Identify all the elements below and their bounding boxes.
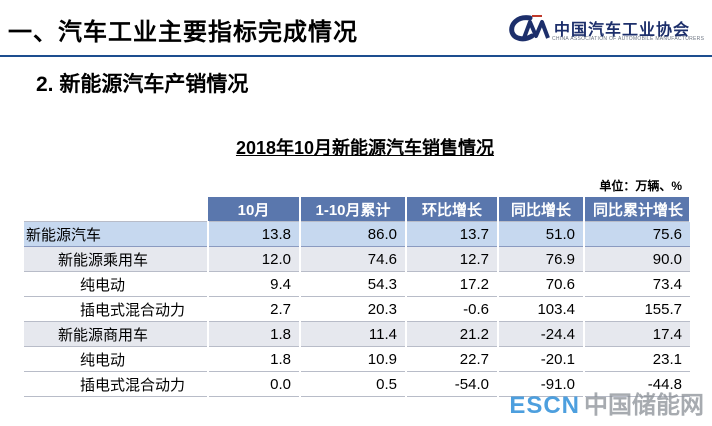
- table-row: 纯电动 1.8 10.9 22.7 -20.1 23.1: [24, 346, 690, 372]
- table-cell: 17.2: [405, 271, 498, 297]
- sales-table: 10月 1-10月累计 环比增长 同比增长 同比累计增长 新能源汽车 13.8 …: [24, 197, 691, 397]
- table-cell: 75.6: [583, 221, 690, 247]
- table-cell: 86.0: [299, 221, 406, 247]
- table-row: 插电式混合动力 0.0 0.5 -54.0 -91.0 -44.8: [24, 371, 690, 397]
- table-cell: 12.0: [207, 246, 300, 272]
- table-row: 新能源乘用车 12.0 74.6 12.7 76.9 90.0: [24, 246, 690, 272]
- table-cell: 155.7: [583, 296, 690, 322]
- table-cell: -0.6: [405, 296, 498, 322]
- slide-header: 一、汽车工业主要指标完成情况 中国汽车工业协会 CHINA ASSOCIATIO…: [0, 0, 712, 57]
- caam-logo-icon: [509, 15, 550, 42]
- table-cell: 73.4: [583, 271, 690, 297]
- table-cell: 10.9: [299, 346, 406, 372]
- unit-note: 单位：万辆、%: [599, 179, 682, 193]
- table-cell: 54.3: [299, 271, 406, 297]
- column-header: 同比累计增长: [584, 197, 691, 222]
- table-cell: 103.4: [497, 296, 584, 322]
- table-cell: 70.6: [497, 271, 584, 297]
- table-cell: 20.3: [299, 296, 406, 322]
- table-cell: 76.9: [497, 246, 584, 272]
- row-label: 新能源汽车: [24, 221, 208, 247]
- table-cell: 17.4: [583, 321, 690, 347]
- table-cell: -91.0: [497, 371, 584, 397]
- table-cell: 13.7: [405, 221, 498, 247]
- column-header: 环比增长: [406, 197, 499, 222]
- slide-subheading: 2. 新能源汽车产销情况: [36, 73, 249, 96]
- table-cell: 11.4: [299, 321, 406, 347]
- table-title: 2018年10月新能源汽车销售情况: [235, 138, 495, 158]
- association-logo: 中国汽车工业协会 CHINA ASSOCIATION OF AUTOMOBILE…: [508, 14, 708, 54]
- column-header: 1-10月累计: [300, 197, 407, 222]
- row-label: 新能源商用车: [24, 321, 208, 347]
- table-cell: 51.0: [497, 221, 584, 247]
- table-header-row: 10月 1-10月累计 环比增长 同比增长 同比累计增长: [24, 197, 691, 222]
- row-label: 插电式混合动力: [24, 296, 208, 322]
- header-blank-cell: [24, 197, 208, 222]
- table-cell: -44.8: [583, 371, 690, 397]
- table-cell: 12.7: [405, 246, 498, 272]
- table-cell: 0.5: [299, 371, 406, 397]
- row-label: 插电式混合动力: [24, 371, 208, 397]
- slide-heading: 一、汽车工业主要指标完成情况: [8, 19, 358, 46]
- row-label: 新能源乘用车: [24, 246, 208, 272]
- table-cell: 74.6: [299, 246, 406, 272]
- column-header: 同比增长: [498, 197, 585, 222]
- table-row: 新能源商用车 1.8 11.4 21.2 -24.4 17.4: [24, 321, 690, 347]
- table-cell: 2.7: [207, 296, 300, 322]
- watermark-brand: ESCN: [509, 392, 580, 419]
- header-rule: [0, 55, 712, 57]
- table-cell: 1.8: [207, 346, 300, 372]
- table-cell: -20.1: [497, 346, 584, 372]
- logo-name: 中国汽车工业协会: [554, 22, 691, 39]
- table-cell: 22.7: [405, 346, 498, 372]
- table-cell: 9.4: [207, 271, 300, 297]
- row-label: 纯电动: [24, 271, 208, 297]
- watermark-text: 中国储能网: [584, 392, 704, 419]
- table-cell: 1.8: [207, 321, 300, 347]
- table-cell: 0.0: [207, 371, 300, 397]
- table-row: 插电式混合动力 2.7 20.3 -0.6 103.4 155.7: [24, 296, 690, 322]
- column-header: 10月: [208, 197, 301, 222]
- table-cell: -54.0: [405, 371, 498, 397]
- table-cell: 90.0: [583, 246, 690, 272]
- table-cell: 23.1: [583, 346, 690, 372]
- watermark: ESCN 中国储能网: [509, 385, 704, 420]
- table-cell: -24.4: [497, 321, 584, 347]
- table-cell: 21.2: [405, 321, 498, 347]
- table-cell: 13.8: [207, 221, 300, 247]
- table-row: 新能源汽车 13.8 86.0 13.7 51.0 75.6: [24, 221, 690, 247]
- logo-subtitle: CHINA ASSOCIATION OF AUTOMOBILE MANUFACT…: [552, 36, 705, 42]
- table-row: 纯电动 9.4 54.3 17.2 70.6 73.4: [24, 271, 690, 297]
- row-label: 纯电动: [24, 346, 208, 372]
